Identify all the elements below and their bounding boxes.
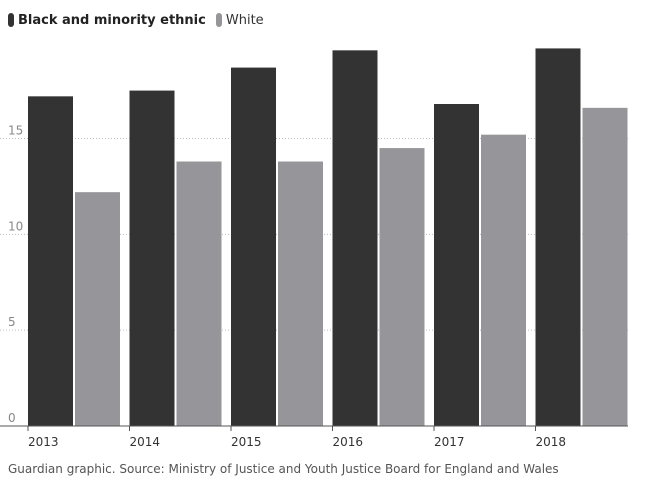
legend-item-bme: Black and minority ethnic [8, 13, 206, 28]
legend-swatch-white [215, 13, 222, 27]
x-tick-label-2017: 2017 [434, 435, 465, 449]
bar-bme-2015 [231, 67, 276, 426]
legend-label-white: White [225, 12, 264, 28]
legend-item-white: White [215, 12, 264, 28]
bar-white-2015 [278, 161, 323, 426]
y-tick-label-15: 15 [8, 124, 23, 138]
x-tick-label-2016: 2016 [333, 435, 364, 449]
bar-bme-2017 [434, 104, 479, 426]
bar-bme-2013 [28, 96, 73, 426]
legend-label-bme: Black and minority ethnic [18, 12, 206, 28]
x-tick-label-2013: 2013 [28, 435, 59, 449]
bar-bme-2016 [332, 50, 378, 426]
bar-white-2014 [176, 161, 222, 426]
y-tick-label-0: 0 [8, 411, 16, 425]
legend: Black and minority ethnic White [8, 10, 274, 30]
bar-white-2016 [379, 148, 425, 427]
source-footer: Guardian graphic. Source: Ministry of Ju… [8, 462, 559, 476]
bar-bme-2018 [535, 48, 581, 427]
legend-swatch-bme [8, 13, 14, 27]
bar-bme-2014 [129, 90, 175, 426]
x-tick-label-2015: 2015 [231, 435, 262, 449]
y-tick-label-5: 5 [8, 315, 16, 329]
bar-white-2013 [75, 192, 120, 426]
bar-white-2017 [481, 134, 526, 426]
x-tick-label-2018: 2018 [536, 435, 567, 449]
bar-white-2018 [582, 107, 628, 426]
x-tick-label-2014: 2014 [130, 435, 161, 449]
y-tick-label-10: 10 [8, 219, 23, 233]
